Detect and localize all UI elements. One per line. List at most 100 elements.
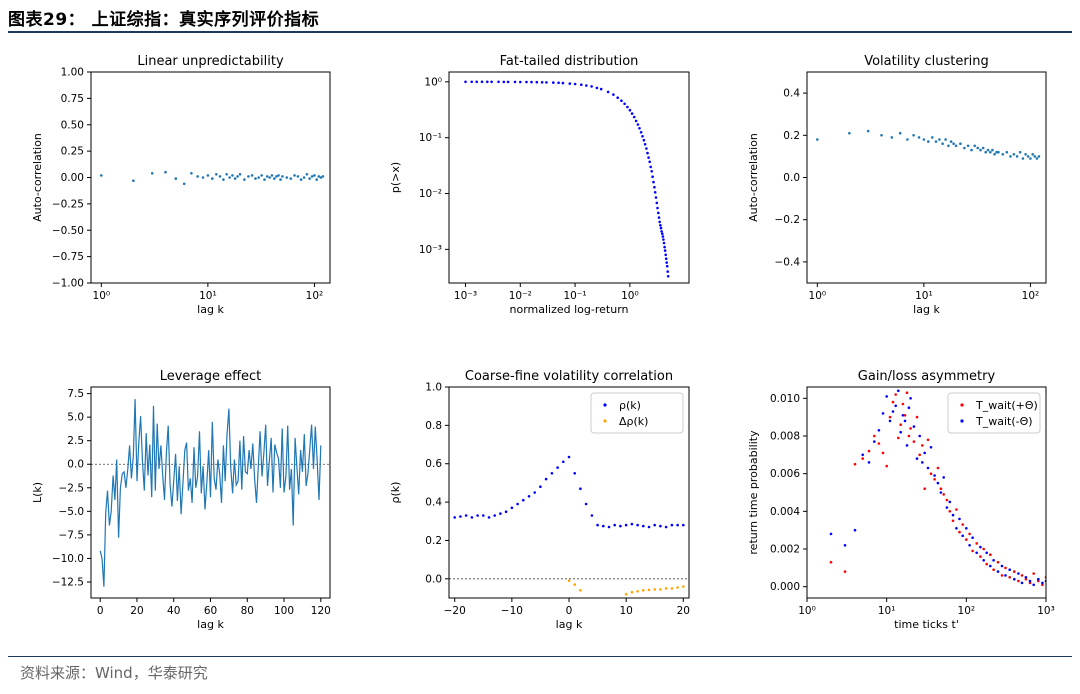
top-rule [8,31,1072,33]
data-point [579,589,582,592]
data-point [955,527,958,530]
plot-frame [448,386,690,599]
data-point [907,406,911,410]
data-point [880,134,883,137]
data-point [903,419,907,423]
data-point [1020,574,1024,577]
data-point [982,559,985,562]
data-point [1020,581,1024,585]
x-tick-label: 10⁰ [809,290,827,302]
x-axis-label: normalized log-return [510,303,629,316]
x-tick-label: 0 [566,605,573,617]
data-point [573,82,577,86]
y-axis-label: return time probability [747,430,760,555]
data-point [602,524,605,528]
data-point [100,174,103,177]
data-point [619,524,622,528]
data-point [975,542,978,545]
y-tick-label: 0.25 [61,146,84,158]
data-point [984,150,987,154]
x-axis-label: lag k [556,618,583,631]
data-point [268,176,272,179]
y-tick-label: −2.5 [59,482,85,494]
data-point [653,185,656,189]
data-point [816,138,819,141]
x-tick-label: 10¹ [199,290,217,302]
data-point [595,86,599,90]
data-point [965,538,968,541]
plot-frame [806,386,1047,599]
data-point [661,235,665,238]
x-tick-label: 10⁰ [621,290,639,302]
data-point [613,523,616,527]
data-point [891,410,895,413]
data-point [1037,577,1040,581]
y-tick-label: 0.6 [425,458,442,470]
data-point [254,177,257,180]
data-point [624,592,628,596]
data-point [653,523,656,527]
data-point [1000,574,1004,577]
data-point [918,453,921,457]
data-point [573,583,576,586]
chart-title: Coarse-fine volatility correlation [465,369,673,384]
data-point [905,444,909,447]
data-point [459,515,462,518]
data-point [277,174,280,177]
plot-area [99,399,322,587]
charts-canvas: Linear unpredictability lag k Auto-correla… [31,54,1055,631]
data-point [623,102,626,106]
data-point [275,175,278,178]
data-point [164,170,167,174]
data-point [1029,157,1032,160]
data-point [533,491,536,494]
data-point [585,84,588,87]
y-tick-label: 0.0 [425,573,442,585]
x-tick-label: 60 [204,605,217,617]
data-point [901,402,905,406]
data-point [641,135,644,138]
y-tick-label: 0.50 [61,119,84,131]
data-point [663,249,667,252]
data-point [951,519,955,523]
data-point [653,191,657,194]
data-point [502,80,506,84]
data-point [934,140,938,143]
data-point [647,525,651,529]
data-point [556,466,559,469]
data-point [1026,155,1030,158]
chart-0: Linear unpredictability lag k Auto-correla… [31,54,331,316]
data-point [132,179,135,182]
y-tick-label: 10⁻³ [419,244,442,256]
data-point [319,176,323,179]
data-point [247,175,250,178]
x-tick-label: 0 [97,605,104,617]
data-point [519,80,522,84]
data-point [215,173,218,176]
data-point [665,261,668,264]
data-point [652,180,655,184]
y-axis-label: ρ(k) [389,482,402,504]
data-point [480,80,484,84]
data-point [993,153,996,156]
data-point [648,160,651,164]
y-axis-label: p(>x) [389,162,402,193]
legend-box [590,392,684,434]
data-point [659,588,662,591]
legend-marker [603,419,607,423]
data-point [201,176,205,179]
data-point [317,175,321,178]
y-tick-label: 0.006 [770,468,800,480]
data-point [470,516,474,519]
data-point [985,562,988,566]
data-point [206,174,210,177]
data-point [1037,579,1040,583]
data-point [664,253,667,257]
data-point [257,176,261,179]
data-point [989,150,992,154]
data-point [642,524,645,528]
data-point [557,81,560,85]
legend-label: Δρ(k) [619,415,648,428]
y-axis-label: L(k) [31,482,44,503]
legend-marker [603,403,607,407]
